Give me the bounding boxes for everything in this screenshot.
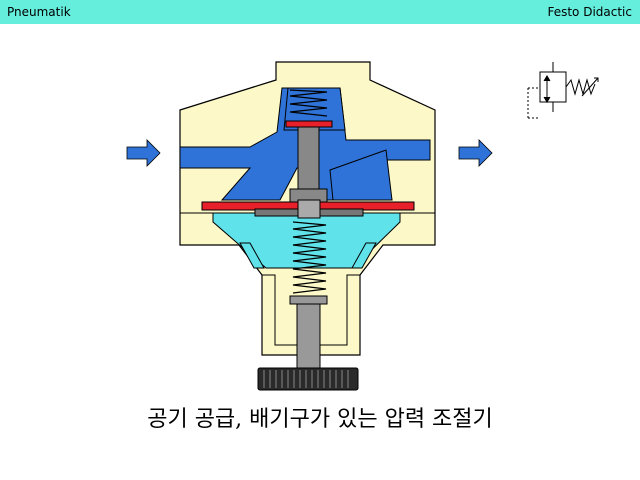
diaphragm bbox=[201, 199, 415, 219]
regulator-symbol-icon bbox=[527, 62, 599, 119]
spring-plate bbox=[289, 295, 328, 305]
adjustment-screw bbox=[257, 303, 359, 391]
inlet-arrow-icon bbox=[126, 139, 161, 167]
exhaust-chamber bbox=[212, 212, 401, 269]
upper-valve-disc bbox=[285, 120, 333, 128]
header-bar: Pneumatik Festo Didactic bbox=[0, 0, 640, 24]
outlet-arrow-icon bbox=[458, 139, 493, 167]
upper-spring bbox=[289, 89, 328, 117]
header-title: Pneumatik bbox=[7, 5, 71, 19]
header-brand: Festo Didactic bbox=[547, 5, 632, 19]
diagram-caption: 공기 공급, 배기구가 있는 압력 조절기 bbox=[147, 407, 493, 432]
adjustment-knob bbox=[257, 367, 359, 391]
upper-spring-chamber bbox=[283, 87, 346, 131]
